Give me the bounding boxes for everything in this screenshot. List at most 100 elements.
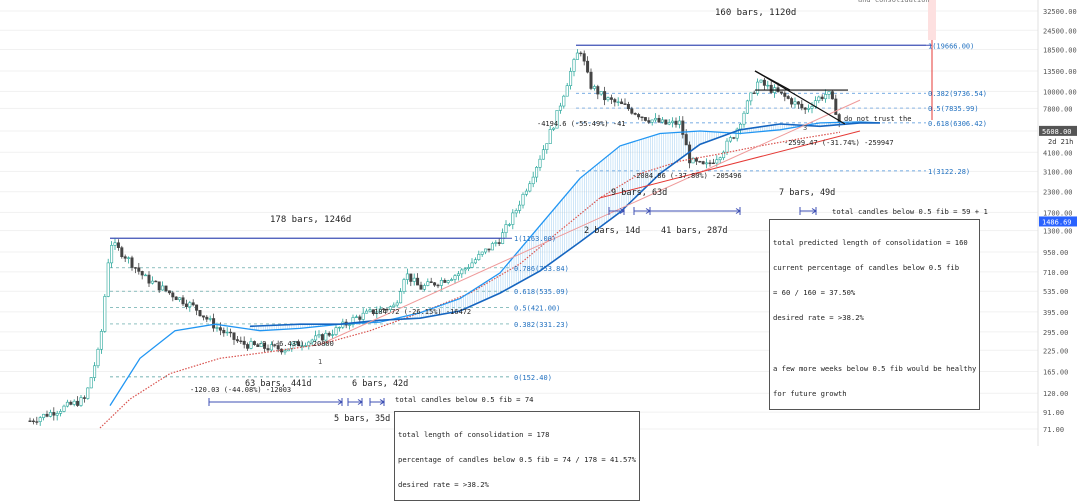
candle-body <box>528 183 532 192</box>
candle-body <box>732 137 736 139</box>
candle-body <box>89 377 93 389</box>
wedge-apex-line <box>754 70 791 91</box>
candle-body <box>518 204 522 211</box>
candle-body <box>351 317 355 325</box>
candle-body <box>334 327 338 335</box>
candle-body <box>113 242 117 246</box>
candle-body <box>212 318 216 329</box>
y-tick-label: 3100.00 <box>1043 168 1073 176</box>
candle-body <box>453 275 457 280</box>
note-upper-line-5 <box>773 340 976 348</box>
candle-body <box>824 94 828 100</box>
y-tick-label: 13500.00 <box>1043 68 1077 76</box>
ma-blue-line <box>109 121 881 406</box>
candle-body <box>55 413 59 416</box>
candle-body <box>783 92 787 97</box>
price-tag-label: 5608.00 <box>1042 128 1072 136</box>
candle-body <box>762 79 766 86</box>
label-41-bars: 41 bars, 287d <box>661 226 728 236</box>
candle-body <box>157 281 161 291</box>
candle-body <box>65 401 69 407</box>
candle-body <box>368 309 372 312</box>
candle-body <box>133 267 137 269</box>
candle-body <box>494 242 498 244</box>
label-178-bars: 178 bars, 1246d <box>270 215 351 225</box>
measure-9-arrow <box>619 208 625 214</box>
candle-body <box>375 311 379 315</box>
price-axis[interactable]: 32500.00 24500.00 18500.00 13500.00 10000.00… <box>1037 0 1080 446</box>
candle-body <box>592 86 596 89</box>
candlesticks <box>28 49 841 426</box>
candle-body <box>623 103 627 105</box>
candle-body <box>263 343 267 349</box>
candle-body <box>490 243 494 251</box>
candle-body <box>378 308 382 313</box>
timer-label: 2d 21h <box>1048 138 1073 146</box>
candle-body <box>830 91 834 100</box>
candle-body <box>715 159 719 164</box>
candle-body <box>671 120 675 123</box>
label-upper-drop: -4194.6 (-55.49%) -41 <box>537 120 626 128</box>
candle-body <box>249 341 253 349</box>
candle-body <box>300 345 304 347</box>
fib-lower-label: 0.786(753.84) <box>514 265 569 273</box>
candle-body <box>229 331 233 334</box>
candle-body <box>392 304 396 307</box>
label-wave-1: 1 <box>318 358 322 366</box>
note-upper-line-2: current percentage of candles below 0.5 … <box>773 263 960 273</box>
candle-body <box>222 329 226 334</box>
candle-body <box>674 120 678 125</box>
y-tick-label: 950.00 <box>1043 249 1068 257</box>
y-tick-label: 10000.00 <box>1043 88 1077 96</box>
candle-body <box>677 120 681 125</box>
candle-body <box>647 120 651 123</box>
candle-body <box>718 157 722 161</box>
label-lower-low: -120.03 (-44.08%) -12003 <box>190 386 291 394</box>
candle-body <box>688 144 692 164</box>
note-upper-line-7: for future growth <box>773 389 847 399</box>
candle-body <box>803 107 807 110</box>
candle-body <box>195 304 199 311</box>
candle-body <box>725 140 729 153</box>
candle-body <box>654 117 658 121</box>
candle-body <box>208 318 212 320</box>
candle-body <box>548 129 552 144</box>
candle-body <box>749 92 753 102</box>
ma-red-line <box>99 131 841 429</box>
candle-body <box>433 282 437 286</box>
candle-body <box>405 273 409 280</box>
fib-lower-label: 0.618(535.09) <box>514 288 569 296</box>
candle-body <box>120 247 124 257</box>
candle-body <box>72 400 76 405</box>
label-upper-low: -2084.86 (-37.80%) -205496 <box>632 172 742 180</box>
label-7-bars: 7 bars, 49d <box>779 188 835 198</box>
label-wave-3: 3 <box>803 124 807 132</box>
candle-body <box>606 97 610 101</box>
candle-body <box>504 224 508 234</box>
label-5-bars: 5 bars, 35d <box>334 414 390 424</box>
candle-body <box>473 259 477 264</box>
measure-41-arrow <box>735 208 741 214</box>
y-tick-label: 165.00 <box>1043 368 1068 376</box>
candle-body <box>178 297 182 301</box>
candle-body <box>565 85 569 97</box>
label-below-lower: total candles below 0.5 fib = 74 <box>395 395 533 404</box>
candle-body <box>38 417 42 422</box>
candle-body <box>235 339 239 342</box>
candle-body <box>184 303 188 308</box>
label-upper-warning: do not trust the <box>844 115 911 123</box>
candle-body <box>419 284 423 290</box>
candle-body <box>266 348 270 351</box>
candle-body <box>147 274 151 284</box>
note-upper-line-1: total predicted length of consolidation … <box>773 237 968 247</box>
candle-body <box>742 112 746 125</box>
candle-body <box>297 341 301 347</box>
candle-body <box>161 285 165 291</box>
candle-body <box>793 101 797 105</box>
candle-body <box>480 251 484 255</box>
candle-body <box>541 149 545 160</box>
candle-body <box>810 106 814 109</box>
y-tick-label: 18500.00 <box>1043 46 1077 54</box>
candle-body <box>426 281 430 286</box>
candle-body <box>382 308 386 310</box>
